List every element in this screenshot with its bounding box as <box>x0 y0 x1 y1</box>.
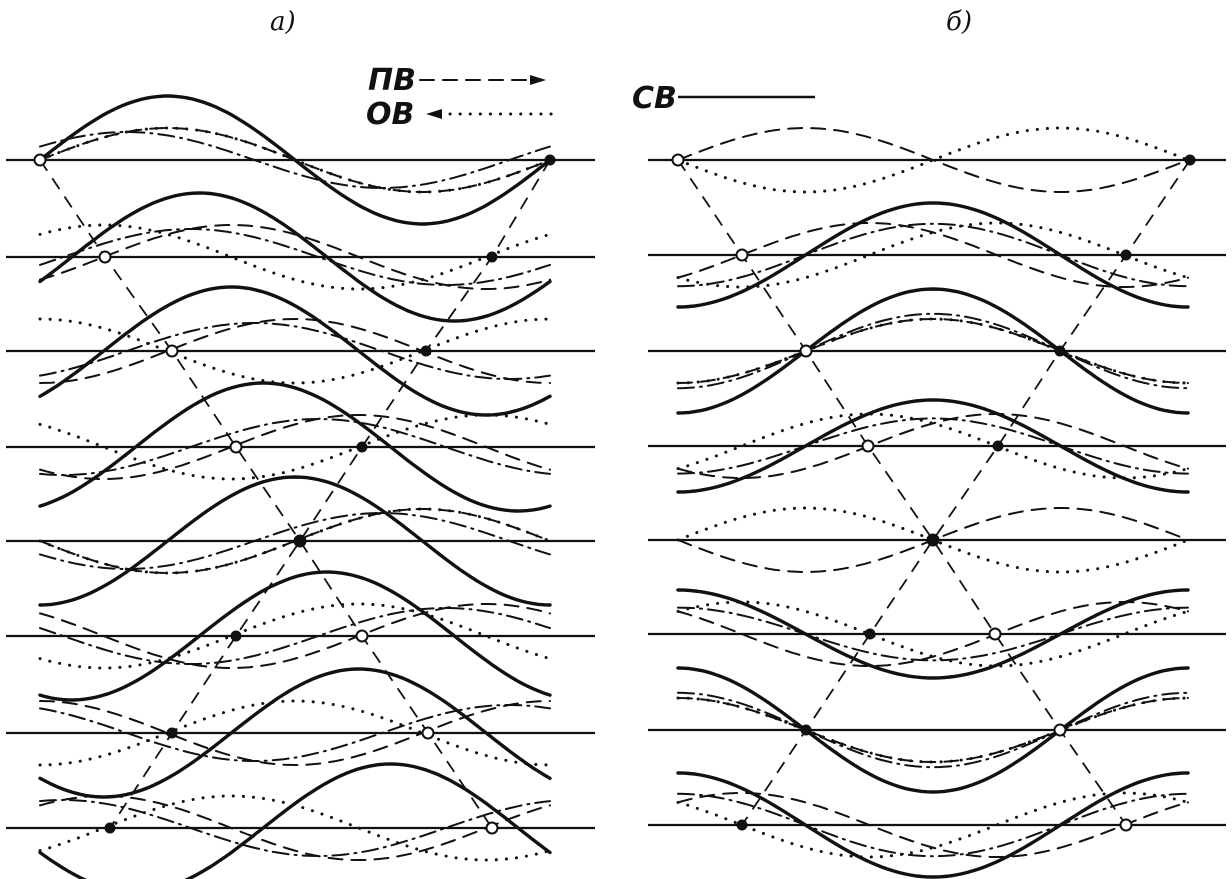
solid-marker <box>486 251 498 263</box>
solid-marker <box>927 534 939 546</box>
backward-wave <box>38 126 552 194</box>
legend-arrow-right-icon <box>530 75 546 85</box>
open-marker <box>229 440 243 454</box>
dash-dot-wave <box>39 417 551 477</box>
open-marker <box>485 821 499 835</box>
standing-wave <box>676 588 1190 680</box>
dash-dot-wave <box>39 131 551 189</box>
open-marker <box>421 726 435 740</box>
open-marker <box>671 153 685 167</box>
dash-dot-wave <box>677 606 1189 662</box>
legend-label-pv: ПВ <box>368 63 416 98</box>
legend-label-sv: СВ <box>632 81 677 116</box>
trace-line-backward <box>109 159 551 829</box>
solid-marker <box>736 819 748 831</box>
legend-label-ov: ОВ <box>366 97 414 132</box>
open-marker <box>98 250 112 264</box>
open-marker <box>735 248 749 262</box>
open-marker <box>1119 818 1133 832</box>
standing-wave <box>676 398 1190 494</box>
standing-wave <box>676 201 1190 309</box>
solid-marker <box>166 727 178 739</box>
sum-wave <box>38 667 552 799</box>
dash-dot-wave <box>677 222 1189 288</box>
trace-line-forward <box>39 159 493 829</box>
panel-b <box>648 126 1226 879</box>
forward-wave <box>677 413 1189 479</box>
standing-wave <box>676 666 1190 794</box>
backward-wave <box>38 507 552 575</box>
forward-wave <box>39 414 551 480</box>
solid-marker <box>1120 249 1132 261</box>
open-marker <box>33 153 47 167</box>
open-marker <box>1053 723 1067 737</box>
forward-wave <box>39 317 551 384</box>
panel-label-a: а) <box>270 7 296 37</box>
forward-wave <box>677 601 1189 667</box>
solid-marker <box>420 345 432 357</box>
open-marker <box>861 439 875 453</box>
open-marker <box>799 344 813 358</box>
panel-label-b: б) <box>946 7 972 37</box>
backward-wave <box>676 506 1190 574</box>
dash-dot-wave <box>39 512 551 570</box>
sum-wave <box>38 191 552 323</box>
solid-marker <box>992 440 1004 452</box>
dash-dot-wave <box>39 798 551 858</box>
sum-wave <box>38 475 552 607</box>
solid-marker <box>1184 154 1196 166</box>
legend-arrow-left-icon <box>426 109 442 119</box>
dash-dot-wave <box>39 607 551 665</box>
open-marker <box>355 629 369 643</box>
standing-wave <box>676 771 1190 879</box>
solid-marker <box>800 724 812 736</box>
forward-wave <box>677 317 1189 384</box>
trace-line-forward <box>677 159 1127 826</box>
open-marker <box>988 627 1002 641</box>
solid-marker <box>294 535 306 547</box>
backward-wave <box>676 791 1190 859</box>
forward-wave <box>39 603 551 669</box>
trace-line-backward <box>741 159 1191 826</box>
sum-wave <box>38 570 552 702</box>
sum-wave <box>38 381 552 513</box>
solid-marker <box>230 630 242 642</box>
forward-wave <box>677 792 1189 858</box>
standing-wave <box>676 287 1190 415</box>
dash-dot-wave <box>39 704 551 762</box>
panel-a <box>6 94 595 879</box>
dash-dot-wave <box>39 322 551 380</box>
solid-marker <box>544 154 556 166</box>
backward-wave <box>676 126 1190 194</box>
solid-marker <box>1054 345 1066 357</box>
forward-wave <box>39 795 551 861</box>
forward-wave <box>677 127 1189 193</box>
sum-wave <box>38 94 552 226</box>
dash-dot-wave <box>39 228 551 286</box>
open-marker <box>165 344 179 358</box>
dash-dot-wave <box>677 792 1189 858</box>
solid-marker <box>356 441 368 453</box>
solid-marker <box>864 628 876 640</box>
sum-wave <box>38 285 552 417</box>
forward-wave <box>677 697 1189 764</box>
solid-marker <box>104 822 116 834</box>
legend: ПВ ОВ СВ <box>366 63 815 132</box>
dash-dot-wave <box>677 417 1189 475</box>
sum-wave <box>38 762 552 879</box>
forward-wave <box>677 222 1189 288</box>
backward-wave <box>38 794 552 862</box>
backward-wave <box>676 412 1190 480</box>
